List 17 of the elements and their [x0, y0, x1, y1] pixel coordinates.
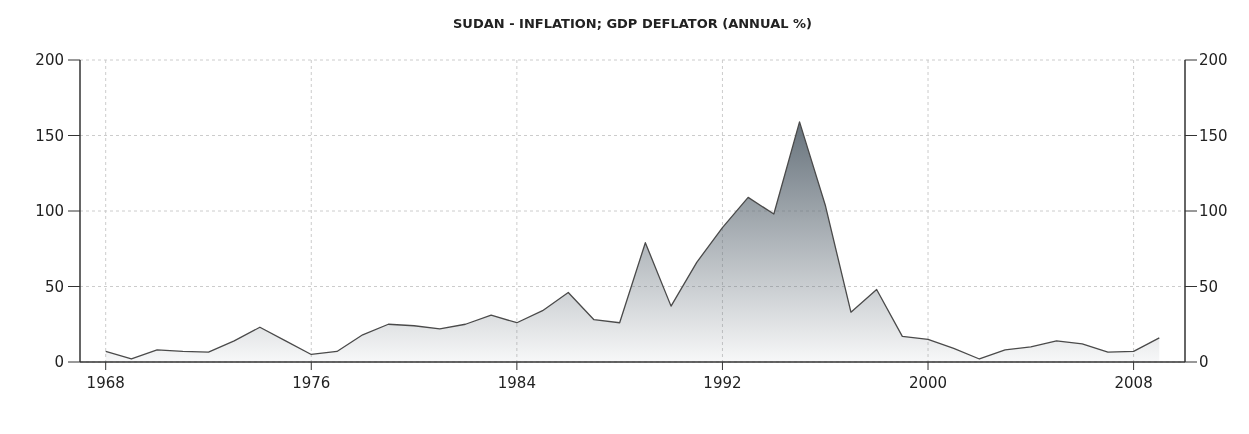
y-tick-label: 150 — [35, 126, 64, 145]
y2-tick-label: 50 — [1199, 277, 1219, 296]
x-tick-label: 1976 — [292, 374, 331, 392]
chart-title: SUDAN - INFLATION; GDP DEFLATOR (ANNUAL %) — [452, 16, 813, 31]
x-tick-label: 1992 — [703, 374, 742, 392]
y2-tick-label: 0 — [1199, 353, 1209, 372]
y-tick-label: 0 — [54, 353, 64, 372]
x-tick-label: 1968 — [86, 374, 125, 392]
x-tick-label: 2000 — [908, 374, 948, 392]
x-tick-label: 2008 — [1114, 374, 1153, 392]
y2-tick-label: 200 — [1199, 51, 1228, 70]
x-tick-label: 1984 — [497, 374, 536, 392]
y2-tick-label: 150 — [1199, 126, 1228, 145]
y-tick-label: 100 — [35, 202, 64, 221]
y-tick-label: 50 — [44, 277, 64, 296]
y-tick-label: 200 — [35, 51, 64, 70]
y2-tick-label: 100 — [1199, 202, 1228, 221]
